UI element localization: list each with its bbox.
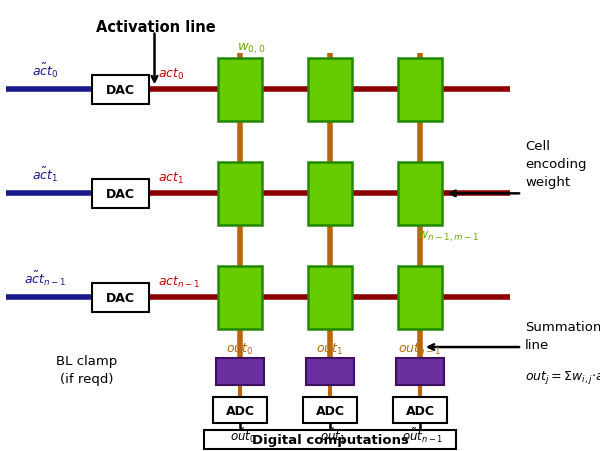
Bar <box>218 266 262 329</box>
Bar <box>92 283 149 312</box>
Text: DAC: DAC <box>106 84 134 97</box>
Bar <box>204 430 456 449</box>
Text: $act_{n-1}$: $act_{n-1}$ <box>157 275 200 290</box>
Text: Summation
line: Summation line <box>525 321 600 351</box>
Bar <box>92 75 149 105</box>
Text: Digital computations: Digital computations <box>251 433 409 446</box>
Text: $act_0$: $act_0$ <box>157 67 184 82</box>
Bar <box>218 162 262 226</box>
Bar <box>92 179 149 208</box>
Text: $\tilde{out}_1$: $\tilde{out}_1$ <box>320 426 346 444</box>
Bar <box>398 162 442 226</box>
Text: $act_1$: $act_1$ <box>157 171 184 186</box>
Bar <box>393 397 447 423</box>
Bar <box>216 359 264 386</box>
Text: $\tilde{act}_0$: $\tilde{act}_0$ <box>32 62 58 80</box>
Text: DAC: DAC <box>106 188 134 200</box>
Bar <box>213 397 267 423</box>
Text: $\tilde{act}_1$: $\tilde{act}_1$ <box>32 166 58 184</box>
Bar <box>308 162 352 226</box>
Text: $w_{0,0}$: $w_{0,0}$ <box>237 42 266 56</box>
Text: $out_0$: $out_0$ <box>226 341 254 356</box>
Text: ADC: ADC <box>226 404 254 417</box>
Text: Cell
encoding
weight: Cell encoding weight <box>525 140 587 189</box>
Text: $w_{n-1,m-1}$: $w_{n-1,m-1}$ <box>417 229 479 244</box>
Text: $\tilde{out}_{n-1}$: $\tilde{out}_{n-1}$ <box>403 426 443 444</box>
Bar <box>218 59 262 122</box>
Text: $\tilde{out}_0$: $\tilde{out}_0$ <box>230 426 256 444</box>
Bar <box>303 397 357 423</box>
Bar <box>306 359 354 386</box>
Text: BL clamp
(if reqd): BL clamp (if reqd) <box>56 354 118 385</box>
Text: ADC: ADC <box>316 404 344 417</box>
Bar <box>308 59 352 122</box>
Bar <box>308 266 352 329</box>
Text: DAC: DAC <box>106 291 134 304</box>
Text: $out_1$: $out_1$ <box>316 341 344 356</box>
Text: Activation line: Activation line <box>96 20 216 35</box>
Bar <box>398 266 442 329</box>
Text: $\tilde{act}_{n-1}$: $\tilde{act}_{n-1}$ <box>24 269 66 288</box>
Bar <box>398 59 442 122</box>
Text: $out_{n-1}$: $out_{n-1}$ <box>398 341 442 356</box>
Text: ADC: ADC <box>406 404 434 417</box>
Text: $out_j = \Sigma w_{i,j}{\cdot}act_i$: $out_j = \Sigma w_{i,j}{\cdot}act_i$ <box>525 368 600 385</box>
Bar <box>396 359 444 386</box>
